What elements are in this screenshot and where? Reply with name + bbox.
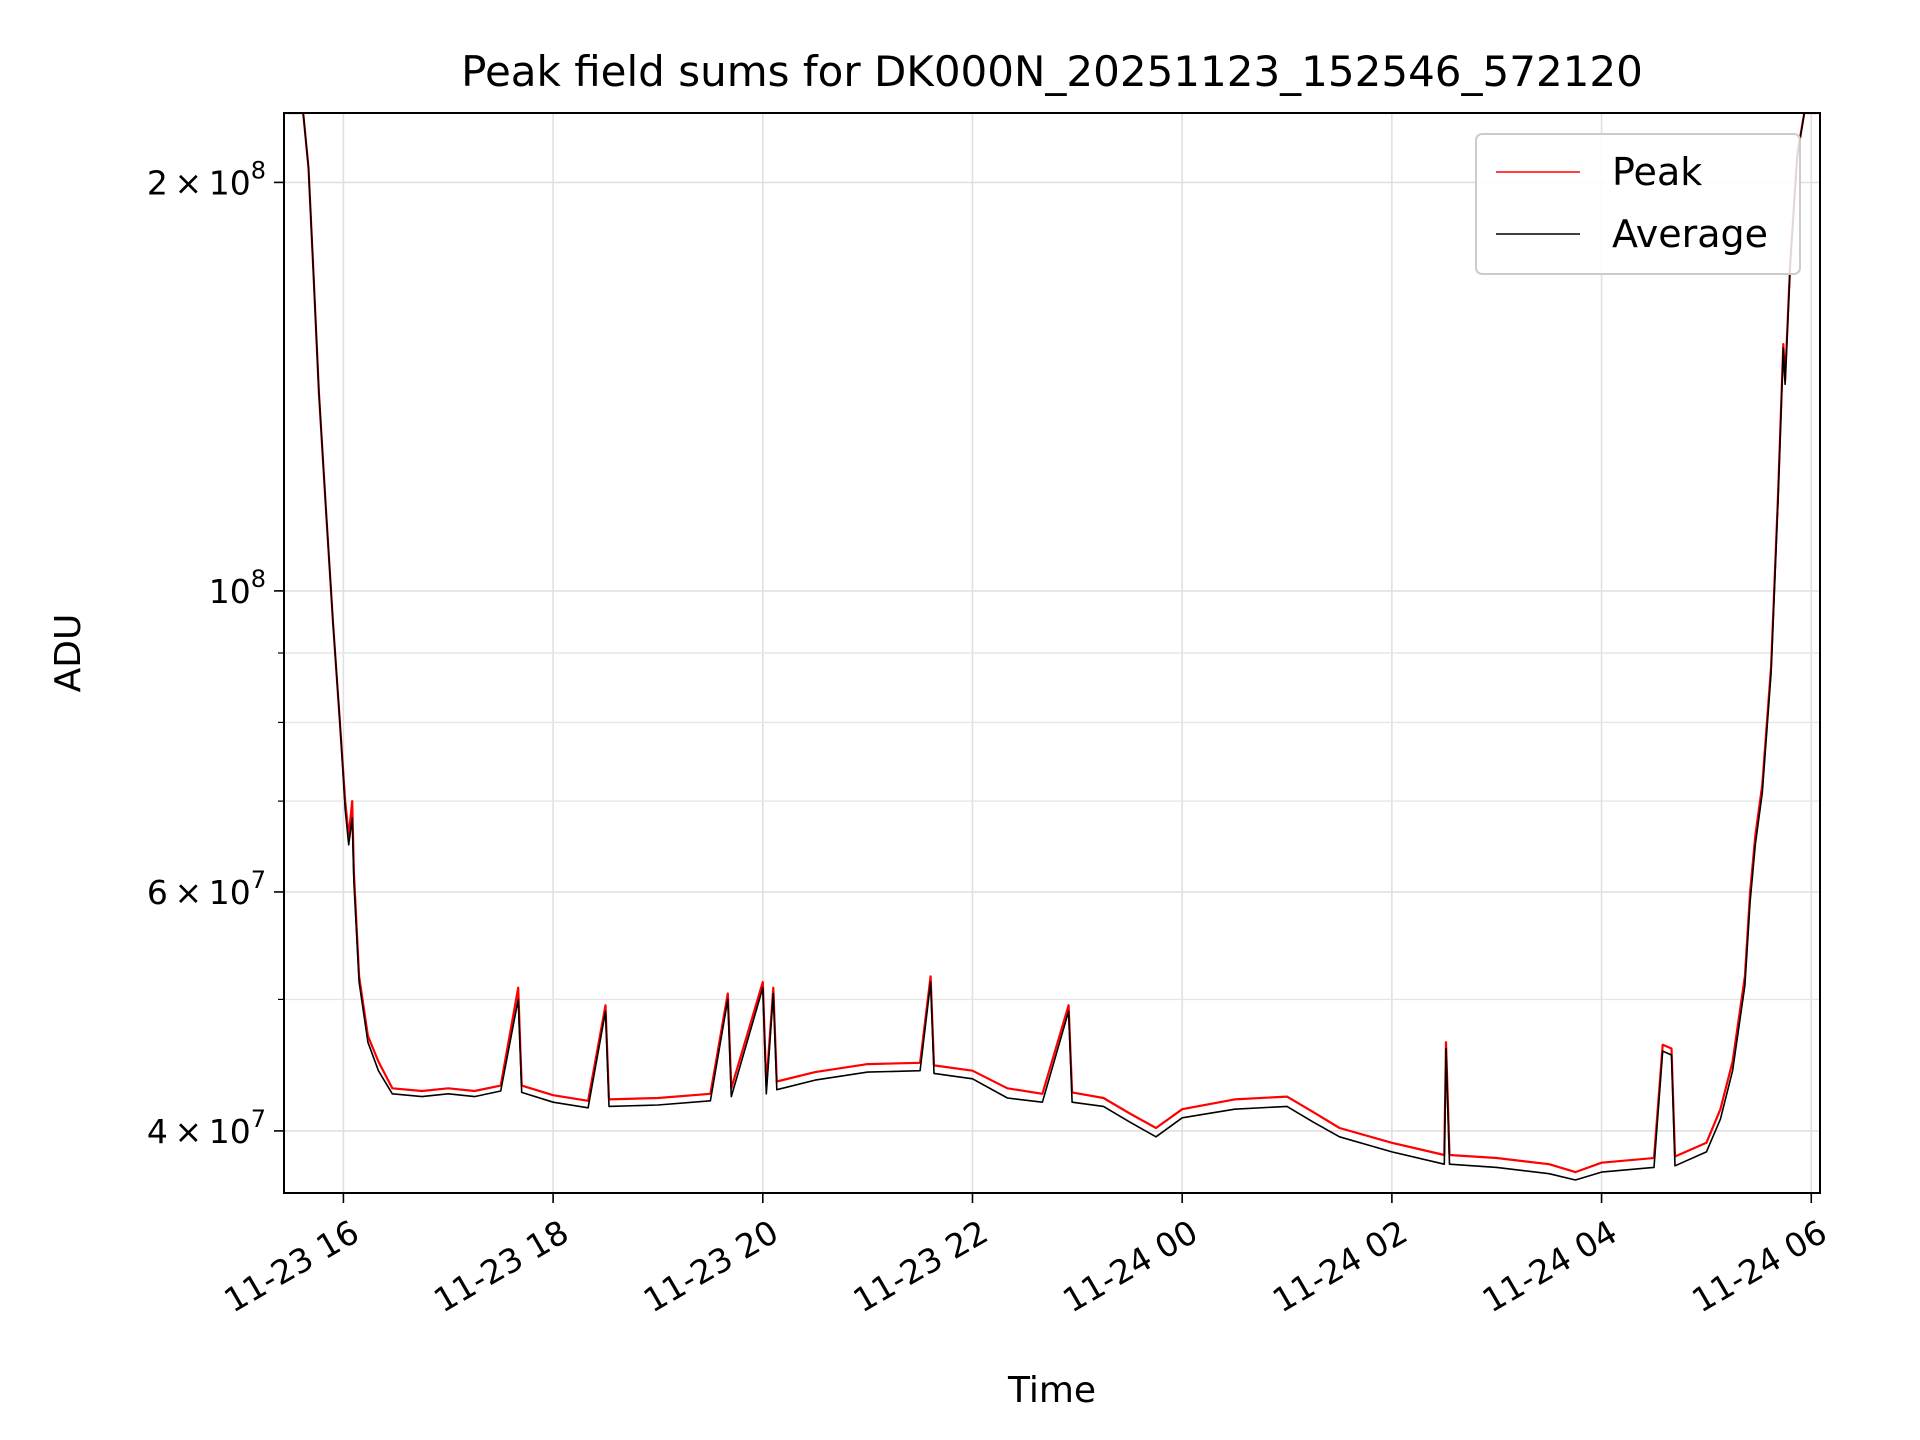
legend-box bbox=[1475, 133, 1801, 275]
legend-label-peak: Peak bbox=[1612, 150, 1702, 194]
chart-title: Peak field sums for DK000N_20251123_1525… bbox=[461, 47, 1643, 96]
y-tick-label: 4 × 107 bbox=[147, 1105, 266, 1151]
legend-label-average: Average bbox=[1612, 212, 1768, 256]
x-axis-label: Time bbox=[1007, 1370, 1096, 1411]
y-tick-label: 2 × 108 bbox=[147, 156, 266, 202]
series-line-peak bbox=[284, 113, 1820, 1174]
y-axis-label: ADU bbox=[48, 614, 89, 693]
y-tick-label: 6 × 107 bbox=[147, 866, 266, 912]
y-tick-label: 108 bbox=[209, 565, 266, 611]
legend: Peak Average bbox=[1475, 133, 1801, 275]
series-line-average bbox=[284, 113, 1820, 1181]
series-layer bbox=[284, 113, 1820, 1181]
